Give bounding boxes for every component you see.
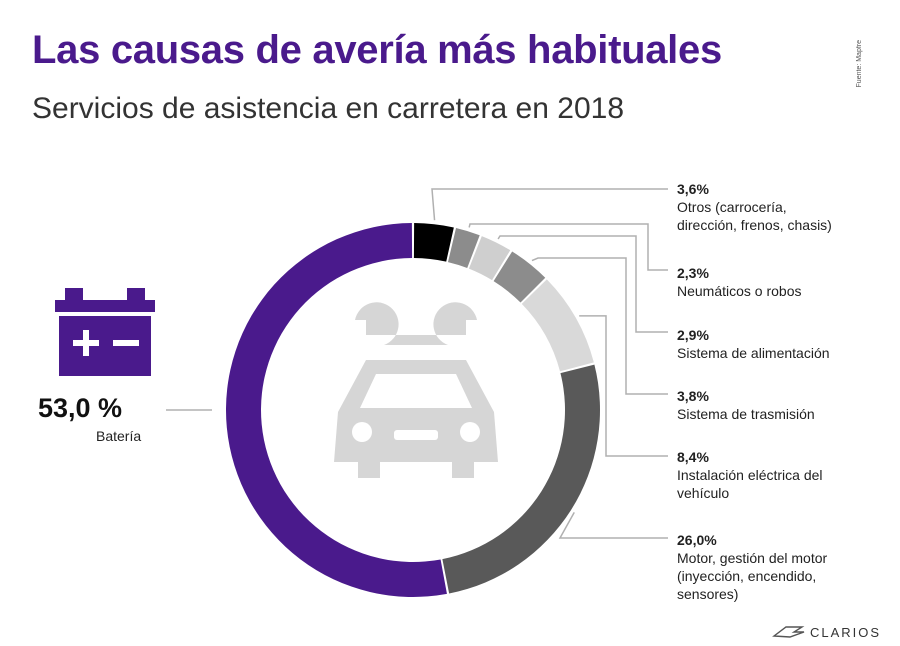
legend-text: dirección, frenos, chasis) <box>677 217 832 233</box>
leader-alimentacion <box>497 235 668 333</box>
chart-title: Las causas de avería más habituales <box>32 28 722 72</box>
label-alimentacion: 2,9% Sistema de alimentación <box>677 326 887 362</box>
leader-electrica <box>579 315 668 457</box>
leader-motor <box>558 511 668 539</box>
slice-trasmision <box>493 251 546 303</box>
chart-subtitle: Servicios de asistencia en carretera en … <box>32 92 625 125</box>
data-label: 26,0% <box>677 532 717 548</box>
car-icon <box>334 302 498 478</box>
legend-text: sensores) <box>677 586 739 602</box>
legend-text: Instalación eléctrica del <box>677 467 823 483</box>
slice-electrica <box>521 279 594 372</box>
label-otros: 3,6% Otros (carrocería, dirección, freno… <box>677 180 887 234</box>
slice-bateria <box>226 223 447 598</box>
legend-text: Sistema de trasmisión <box>677 406 815 422</box>
data-label: 2,3% <box>677 265 709 281</box>
legend-text: Neumáticos o robos <box>677 283 802 299</box>
legend-text: Otros (carrocería, <box>677 199 787 215</box>
brand-name: CLARIOS <box>810 624 882 640</box>
leader-trasmision <box>531 257 668 395</box>
label-neumaticos: 2,3% Neumáticos o robos <box>677 264 887 300</box>
leader-otros <box>431 188 668 221</box>
slice-otros <box>413 223 454 262</box>
clarios-mark-icon <box>772 626 805 638</box>
slice-neumaticos <box>447 228 480 268</box>
data-label: 8,4% <box>677 449 709 465</box>
data-label: 3,8% <box>677 388 709 404</box>
legend-text: Sistema de alimentación <box>677 345 830 361</box>
legend-text: vehículo <box>677 485 730 501</box>
leader-neumaticos <box>468 223 668 271</box>
legend-text: Motor, gestión del motor <box>677 550 828 566</box>
legend-text: (inyección, encendido, <box>677 568 817 584</box>
slice-alimentacion <box>468 236 511 281</box>
label-electrica: 8,4% Instalación eléctrica del vehículo <box>677 448 887 502</box>
wrench-icon <box>355 302 477 345</box>
slice-motor <box>442 364 600 594</box>
battery-value: 53,0 % <box>38 393 123 423</box>
battery-label: Batería <box>96 428 142 444</box>
clarios-logo: CLARIOS <box>772 622 881 642</box>
data-label: 3,6% <box>677 181 709 197</box>
label-trasmision: 3,8% Sistema de trasmisión <box>677 387 887 423</box>
battery-icon <box>55 288 155 376</box>
data-label: 2,9% <box>677 327 709 343</box>
label-motor: 26,0% Motor, gestión del motor (inyecció… <box>677 531 887 603</box>
